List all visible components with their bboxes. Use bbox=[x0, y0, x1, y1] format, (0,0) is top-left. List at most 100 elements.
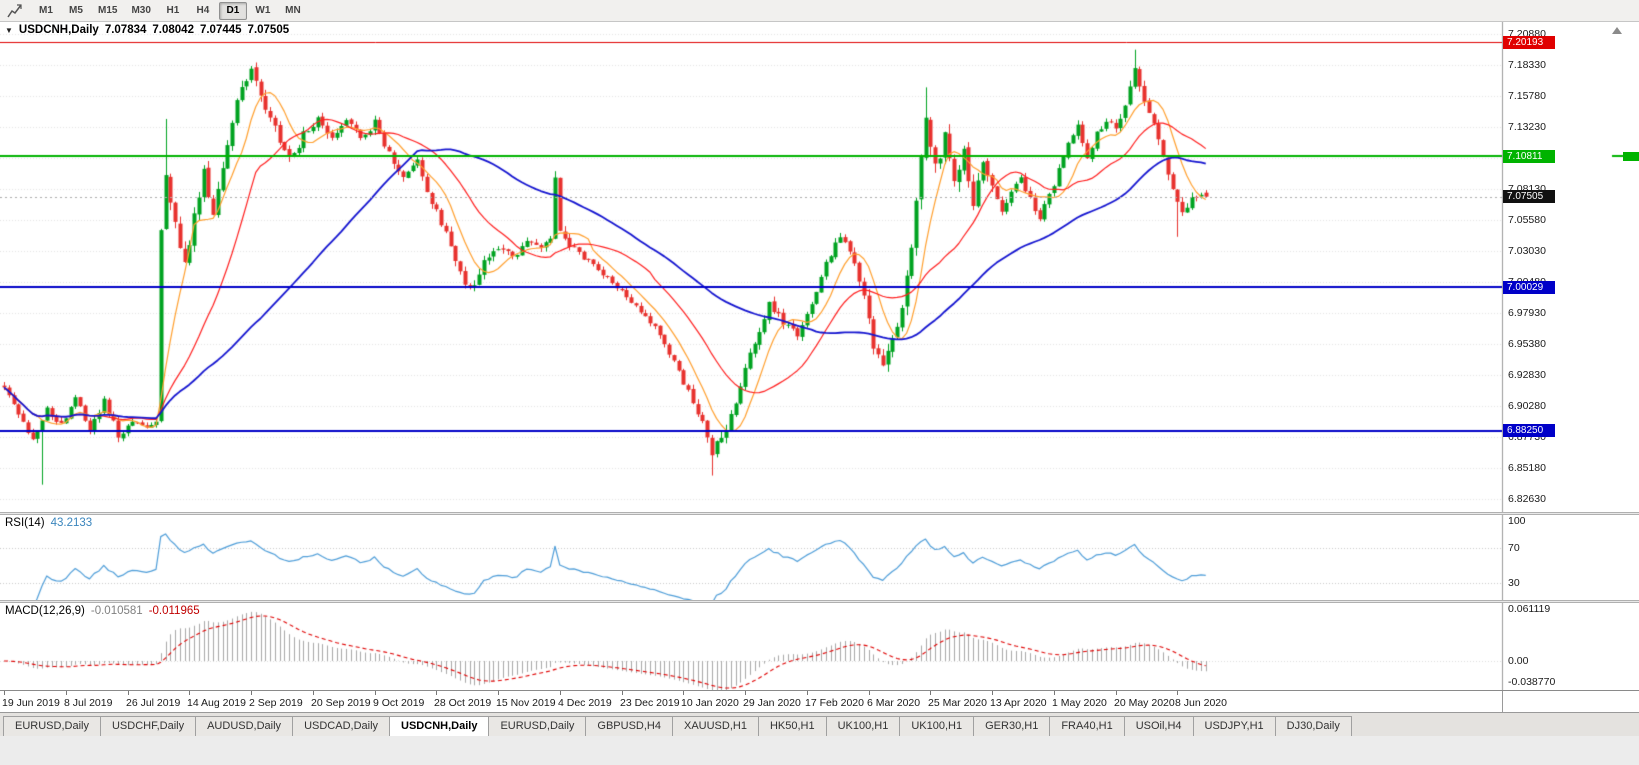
date-axis: 19 Jun 2019 8 Jul 2019 26 Jul 2019 14 Aug 2… bbox=[0, 690, 1639, 712]
rsi-canvas[interactable] bbox=[0, 515, 1639, 600]
chart-tab-hk50-h1[interactable]: HK50,H1 bbox=[758, 716, 827, 736]
chart-tabs: EURUSD,Daily USDCHF,Daily AUDUSD,Daily USDC… bbox=[0, 712, 1639, 736]
timeframe-h4-button[interactable]: H4 bbox=[196, 4, 210, 16]
date-label: 23 Dec 2019 bbox=[620, 697, 680, 709]
date-tick bbox=[4, 691, 5, 695]
price-axis-label: 6.95380 bbox=[1508, 337, 1546, 350]
date-tick bbox=[498, 691, 499, 695]
macd-label: MACD(12,26,9) bbox=[5, 605, 85, 617]
timeframe-mn-button[interactable]: MN bbox=[285, 4, 301, 16]
macd-main-value: -0.010581 bbox=[90, 605, 143, 617]
chart-tab-gbpusd-h4[interactable]: GBPUSD,H4 bbox=[586, 716, 673, 736]
timeframe-w1-button[interactable]: W1 bbox=[255, 4, 271, 16]
timeframe-buttons: M1 M5 M15 M30 H1 H4 D1 W1 MN bbox=[32, 1, 309, 20]
chart-symbol: USDCNH,Daily bbox=[18, 24, 99, 36]
date-tick bbox=[66, 691, 67, 695]
chart-tab-usdcad-daily[interactable]: USDCAD,Daily bbox=[293, 716, 391, 736]
date-label: 19 Jun 2019 bbox=[2, 697, 60, 709]
hline-price-tag: 7.20193 bbox=[1503, 36, 1555, 49]
price-axis-label: 6.97930 bbox=[1508, 306, 1546, 319]
chart-tab-eurusd-daily[interactable]: EURUSD,Daily bbox=[3, 716, 101, 736]
chart-tab-xauusd-h1[interactable]: XAUUSD,H1 bbox=[672, 716, 759, 736]
chart-icon[interactable] bbox=[4, 3, 24, 19]
date-tick bbox=[436, 691, 437, 695]
date-label: 28 Oct 2019 bbox=[434, 697, 492, 709]
date-tick bbox=[807, 691, 808, 695]
date-label: 26 Jul 2019 bbox=[126, 697, 181, 709]
chart-ohlc-header: ▼ USDCNH,Daily 7.07834 7.08042 7.07445 7.0750… bbox=[5, 24, 295, 36]
hline-price-tag: 7.00029 bbox=[1503, 281, 1555, 294]
chart-tab-dj30-daily[interactable]: DJ30,Daily bbox=[1275, 716, 1352, 736]
timeframe-m30-button[interactable]: M30 bbox=[131, 4, 151, 16]
price-axis-label: 7.18330 bbox=[1508, 59, 1546, 72]
date-label: 17 Feb 2020 bbox=[805, 697, 864, 709]
macd-axis-label: 0.00 bbox=[1508, 655, 1529, 667]
chart-tab-usdjpy-h1[interactable]: USDJPY,H1 bbox=[1193, 716, 1276, 736]
price-axis-label: 7.13230 bbox=[1508, 121, 1546, 134]
date-tick bbox=[869, 691, 870, 695]
hline-price-tag: 6.88250 bbox=[1503, 424, 1555, 437]
date-label: 9 Oct 2019 bbox=[373, 697, 425, 709]
date-tick bbox=[375, 691, 376, 695]
timeframe-m5-button[interactable]: M5 bbox=[69, 4, 83, 16]
panel-splitter-rsi[interactable] bbox=[0, 512, 1639, 515]
rsi-value: 43.2133 bbox=[50, 517, 93, 529]
date-label: 29 Jan 2020 bbox=[743, 697, 801, 709]
date-tick bbox=[622, 691, 623, 695]
macd-canvas[interactable] bbox=[0, 603, 1639, 690]
timeframe-m1-button[interactable]: M1 bbox=[39, 4, 53, 16]
macd-axis-label: -0.038770 bbox=[1508, 676, 1556, 688]
date-label: 15 Nov 2019 bbox=[496, 697, 556, 709]
hline-price-tag: 7.10811 bbox=[1503, 150, 1555, 163]
chart-tab-usdchf-daily[interactable]: USDCHF,Daily bbox=[100, 716, 197, 736]
ohlc-high: 7.08042 bbox=[152, 24, 194, 36]
date-label: 20 Sep 2019 bbox=[311, 697, 371, 709]
current-price-tag: 7.07505 bbox=[1503, 190, 1555, 203]
rsi-header: RSI(14) 43.2133 bbox=[5, 517, 98, 529]
price-axis-label: 6.82630 bbox=[1508, 492, 1546, 505]
chart-tab-uk100-h1[interactable]: UK100,H1 bbox=[900, 716, 975, 736]
price-axis-label: 7.05580 bbox=[1508, 214, 1546, 227]
timeframe-d1-button[interactable]: D1 bbox=[218, 1, 247, 20]
timeframe-m15-button[interactable]: M15 bbox=[98, 4, 118, 16]
rsi-axis-label: 100 bbox=[1508, 515, 1526, 527]
rsi-axis-label: 30 bbox=[1508, 577, 1520, 589]
date-label: 2 Sep 2019 bbox=[249, 697, 303, 709]
price-axis-label: 6.92830 bbox=[1508, 368, 1546, 381]
date-tick bbox=[251, 691, 252, 695]
collapse-triangle-icon[interactable]: ▼ bbox=[5, 26, 13, 35]
price-axis-label: 6.85180 bbox=[1508, 461, 1546, 474]
date-label: 13 Apr 2020 bbox=[990, 697, 1047, 709]
chart-tab-eurusd-daily[interactable]: EURUSD,Daily bbox=[489, 716, 587, 736]
date-tick bbox=[189, 691, 190, 695]
chart-tab-uk100-h1[interactable]: UK100,H1 bbox=[826, 716, 901, 736]
main-chart-canvas[interactable] bbox=[0, 22, 1639, 512]
hline-edge-marker bbox=[1623, 152, 1639, 161]
macd-panel: MACD(12,26,9) -0.010581 -0.011965 0.061119… bbox=[0, 603, 1639, 690]
chart-tab-audusd-daily[interactable]: AUDUSD,Daily bbox=[196, 716, 294, 736]
macd-header: MACD(12,26,9) -0.010581 -0.011965 bbox=[5, 605, 206, 617]
main-chart-panel: ▼ USDCNH,Daily 7.07834 7.08042 7.07445 7.0750… bbox=[0, 22, 1639, 512]
chart-tab-usoil-h4[interactable]: USOil,H4 bbox=[1124, 716, 1194, 736]
rsi-panel: RSI(14) 43.2133 100 70 30 bbox=[0, 515, 1639, 600]
date-label: 8 Jul 2019 bbox=[64, 697, 113, 709]
date-label: 6 Mar 2020 bbox=[867, 697, 921, 709]
date-label: 4 Dec 2019 bbox=[558, 697, 612, 709]
panel-splitter-macd[interactable] bbox=[0, 600, 1639, 603]
rsi-axis-label: 70 bbox=[1508, 541, 1520, 554]
date-label: 20 May 2020 bbox=[1114, 697, 1175, 709]
chart-tab-fra40-h1[interactable]: FRA40,H1 bbox=[1050, 716, 1125, 736]
timeframe-h1-button[interactable]: H1 bbox=[166, 4, 180, 16]
date-tick bbox=[992, 691, 993, 695]
macd-axis-label: 0.061119 bbox=[1508, 603, 1551, 616]
ohlc-open: 7.07834 bbox=[104, 24, 147, 36]
chart-shift-icon[interactable] bbox=[1612, 27, 1622, 34]
date-tick bbox=[313, 691, 314, 695]
chart-tab-usdcnh-daily[interactable]: USDCNH,Daily bbox=[390, 716, 490, 736]
date-label: 8 Jun 2020 bbox=[1175, 697, 1227, 709]
date-tick bbox=[930, 691, 931, 695]
price-axis-label: 7.03030 bbox=[1508, 245, 1546, 258]
ohlc-close: 7.07505 bbox=[247, 24, 290, 36]
chart-tab-ger30-h1[interactable]: GER30,H1 bbox=[974, 716, 1051, 736]
